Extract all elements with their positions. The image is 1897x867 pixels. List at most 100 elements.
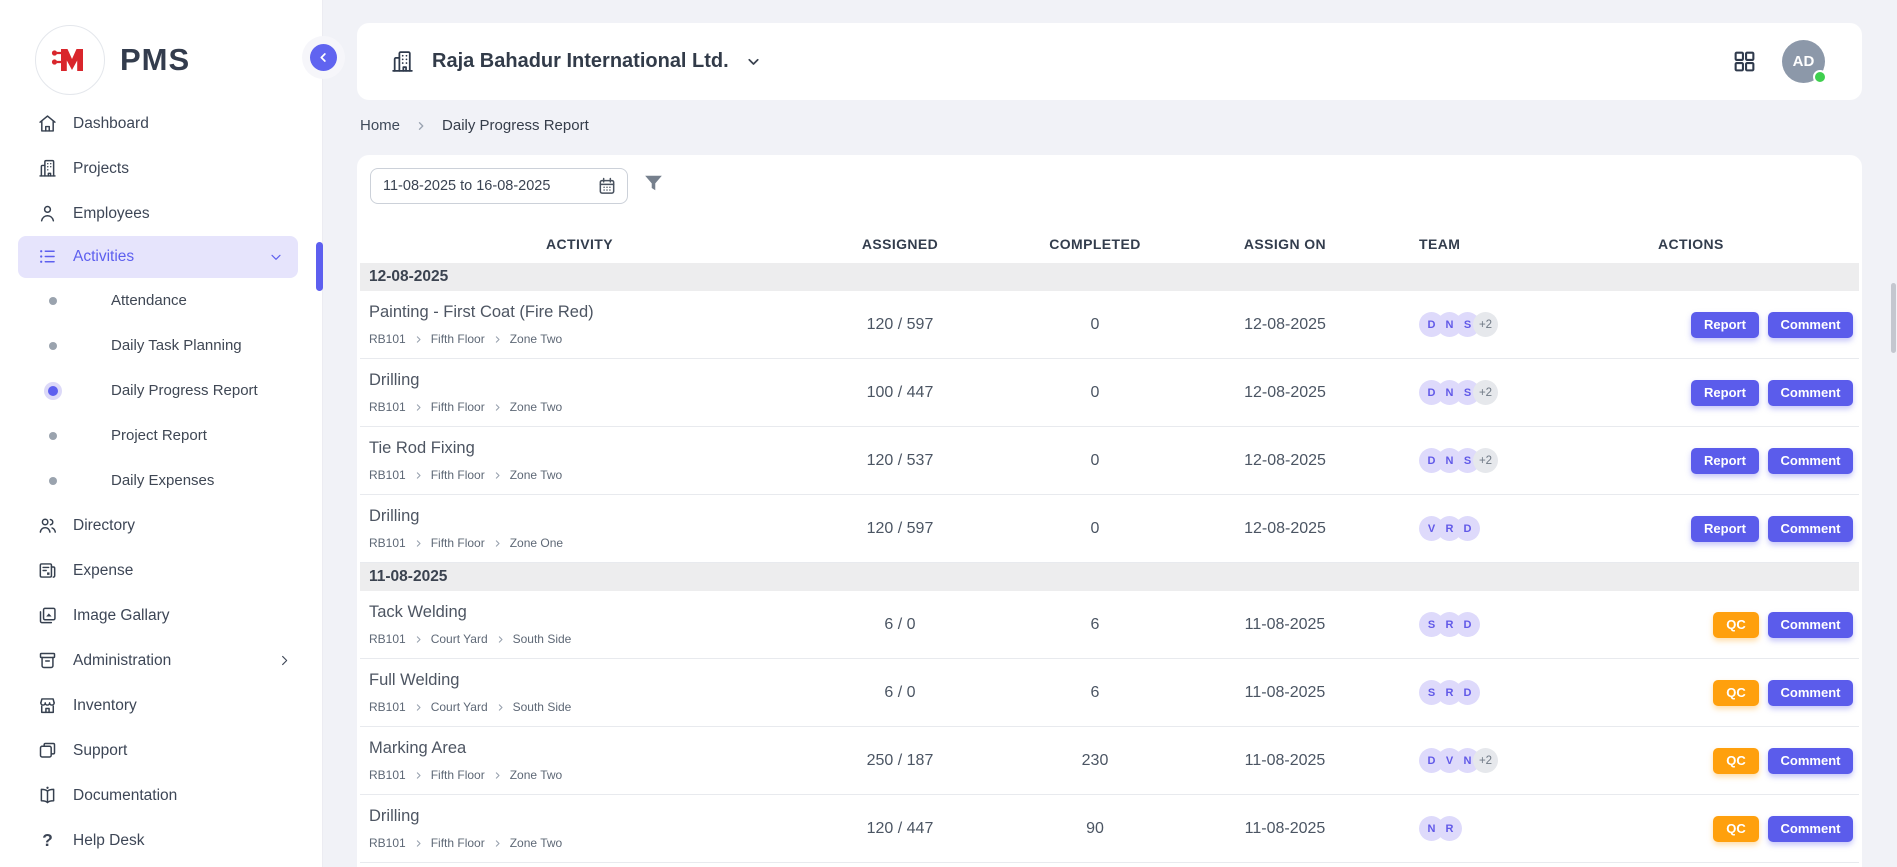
chevron-right-icon [493,403,502,412]
completed-value: 0 [1090,383,1100,401]
team-avatar: R [1437,816,1462,841]
team-avatar: D [1455,612,1480,637]
activity-title: Full Welding [369,671,460,689]
archive-icon [37,650,59,672]
sidebar-item-support[interactable]: Support [0,728,322,773]
actions-cell: Report Comment [1540,379,1859,406]
store-icon [37,695,59,717]
team-overflow-badge[interactable]: +2 [1473,312,1498,337]
breadcrumb-home[interactable]: Home [360,117,401,134]
sidebar-subitem-daily-task-planning[interactable]: Daily Task Planning [0,323,322,368]
sidebar-item-projects[interactable]: Projects [0,146,322,191]
activity-cell: Marking Area RB101 Fifth Floor Zone Two [360,739,790,782]
path-segment: RB101 [369,468,406,482]
actions-cell: QC Comment [1540,815,1859,842]
sidebar-item-activities[interactable]: Activities [18,236,298,278]
comment-button[interactable]: Comment [1768,679,1853,706]
activity-title: Drilling [369,807,420,825]
sidebar-item-label: Support [73,741,128,759]
user-avatar[interactable]: AD [1782,40,1827,84]
assign-on-date: 12-08-2025 [1244,383,1326,401]
team-cell: D N S +2 [1390,312,1540,337]
sidebar-item-label: Help Desk [73,831,145,849]
chevron-right-icon [414,635,423,644]
activity-path: RB101 Fifth Floor Zone Two [369,332,790,346]
comment-button[interactable]: Comment [1768,747,1853,774]
sidebar-subitem-daily-expenses[interactable]: Daily Expenses [0,458,322,503]
chevron-right-icon [493,539,502,548]
comment-button[interactable]: Comment [1768,379,1853,406]
sidebar-subitem-attendance[interactable]: Attendance [0,278,322,323]
team-overflow-badge[interactable]: +2 [1473,380,1498,405]
sidebar-subitem-label: Daily Progress Report [111,382,258,399]
team-avatar: D [1455,680,1480,705]
comment-button[interactable]: Comment [1768,815,1853,842]
date-range-input[interactable] [383,178,579,194]
date-range-picker[interactable] [370,168,628,204]
path-segment: RB101 [369,536,406,550]
actions-cell: QC Comment [1540,679,1859,706]
sidebar-item-administration[interactable]: Administration [0,638,322,683]
content-card: ACTIVITY ASSIGNED COMPLETED ASSIGN ON TEAM AC… [357,155,1862,867]
sidebar-subitem-label: Daily Task Planning [111,337,242,354]
sidebar-item-documentation[interactable]: Documentation [0,773,322,818]
comment-button[interactable]: Comment [1768,611,1853,638]
report-button[interactable]: Report [1691,447,1759,474]
sidebar-item-image-gallary[interactable]: Image Gallary [0,593,322,638]
filter-icon[interactable] [641,171,666,196]
building-icon [390,49,415,74]
company-selector[interactable]: Raja Bahadur International Ltd. [390,49,762,74]
online-status-dot [1813,70,1827,84]
table-row: Drilling RB101 Fifth Floor Zone One 120 / 59… [360,495,1859,563]
qc-button[interactable]: QC [1713,747,1759,774]
chevron-right-icon [277,653,292,668]
team-avatar: D [1455,516,1480,541]
logo-m-icon [51,49,83,71]
sidebar-item-expense[interactable]: Expense [0,548,322,593]
scrollbar-thumb[interactable] [1891,283,1896,353]
table-row: Drilling RB101 Fifth Floor Zone Two 120 / 44… [360,795,1859,863]
actions-cell: Report Comment [1540,447,1859,474]
activity-title: Drilling [369,507,420,525]
sidebar-collapse-button[interactable] [310,44,337,71]
team-overflow-badge[interactable]: +2 [1473,448,1498,473]
completed-value: 90 [1086,819,1104,837]
sidebar-item-employees[interactable]: Employees [0,191,322,236]
sidebar-subitem-project-report[interactable]: Project Report [0,413,322,458]
completed-value: 6 [1090,615,1100,633]
apps-grid-icon[interactable] [1732,49,1757,74]
comment-button[interactable]: Comment [1768,515,1853,542]
sidebar-item-label: Administration [73,651,172,669]
qc-button[interactable]: QC [1713,679,1759,706]
report-button[interactable]: Report [1691,515,1759,542]
chevron-right-icon [493,471,502,480]
chevron-right-icon [414,539,423,548]
assigned-value: 250 / 187 [866,751,934,769]
sidebar-item-label: Activities [73,248,135,265]
sidebar-item-label: Documentation [73,786,178,804]
sidebar-item-help-desk[interactable]: ? Help Desk [0,818,322,863]
activity-path: RB101 Court Yard South Side [369,632,790,646]
date-group-header: 11-08-2025 [360,563,1859,591]
table-row: Tie Rod Fixing RB101 Fifth Floor Zone Two 12… [360,427,1859,495]
sidebar: PMS Dashboard Projects Employees Activities… [0,0,323,867]
chevron-right-icon [415,120,427,132]
table-row: Tack Welding RB101 Court Yard South Side 6 /… [360,591,1859,659]
qc-button[interactable]: QC [1713,815,1759,842]
report-button[interactable]: Report [1691,311,1759,338]
sidebar-item-dashboard[interactable]: Dashboard [0,101,322,146]
report-button[interactable]: Report [1691,379,1759,406]
sidebar-item-inventory[interactable]: Inventory [0,683,322,728]
calendar-icon[interactable] [597,176,617,196]
sidebar-subitem-daily-progress-report[interactable]: Daily Progress Report [0,368,322,413]
sidebar-item-directory[interactable]: Directory [0,503,322,548]
bullet-icon [49,296,57,305]
qc-button[interactable]: QC [1713,611,1759,638]
column-header-actions: ACTIONS [1658,236,1724,252]
chevron-right-icon [493,335,502,344]
path-segment: Fifth Floor [430,768,485,782]
comment-button[interactable]: Comment [1768,447,1853,474]
comment-button[interactable]: Comment [1768,311,1853,338]
team-overflow-badge[interactable]: +2 [1473,748,1498,773]
